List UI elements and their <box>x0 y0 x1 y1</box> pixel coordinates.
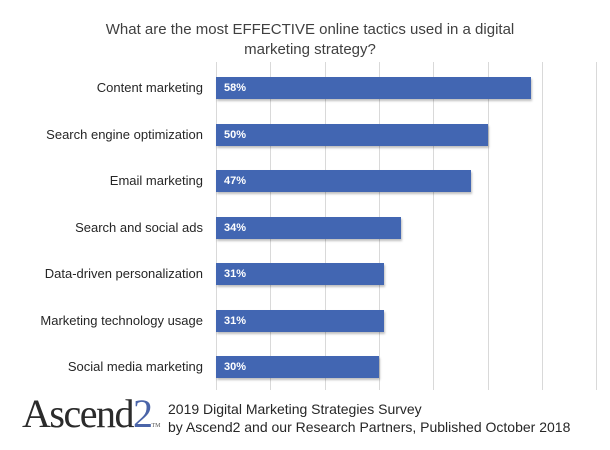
ascend2-logo: Ascend2TM <box>22 392 160 448</box>
bar-value-label: 50% <box>224 128 247 141</box>
gridline <box>541 62 543 390</box>
bar: 34% <box>216 216 401 239</box>
bar-value-label: 30% <box>224 361 247 373</box>
bar-value-label: 47% <box>224 175 247 187</box>
logo-digit: 2 <box>132 391 153 436</box>
chart-title: What are the most EFFECTIVE online tacti… <box>60 20 560 60</box>
bar: 31% <box>216 263 385 285</box>
source-line-1: 2019 Digital Marketing Strategies Survey <box>168 401 422 417</box>
bar-value-label: 31% <box>224 314 247 327</box>
gridline <box>596 62 598 390</box>
bar: 58% <box>216 77 531 99</box>
category-label: Search engine optimization <box>46 126 203 142</box>
category-label: Email marketing <box>109 173 203 188</box>
gridline <box>487 62 489 390</box>
bar-value-label: 58% <box>224 82 247 94</box>
bar: 31% <box>216 309 385 332</box>
bar: 47% <box>216 170 472 192</box>
chart-title-line-2: marketing strategy? <box>244 41 376 58</box>
bar: 30% <box>216 356 379 378</box>
source-caption: 2019 Digital Marketing Strategies Survey… <box>168 400 570 436</box>
category-label: Marketing technology usage <box>40 312 203 328</box>
bar-value-label: 34% <box>224 221 247 234</box>
gridline <box>433 62 435 390</box>
logo-trademark: TM <box>151 423 161 429</box>
logo-text: Ascend <box>22 391 134 436</box>
bar-value-label: 31% <box>224 268 247 280</box>
source-line-2: by Ascend2 and our Research Partners, Pu… <box>168 419 571 435</box>
category-label: Data-driven personalization <box>44 266 203 281</box>
category-label: Social media marketing <box>67 359 203 374</box>
category-label: Content marketing <box>96 80 203 95</box>
chart-title-line-1: What are the most EFFECTIVE online tacti… <box>105 21 515 38</box>
category-label: Search and social ads <box>75 219 203 235</box>
bar: 50% <box>216 123 488 146</box>
